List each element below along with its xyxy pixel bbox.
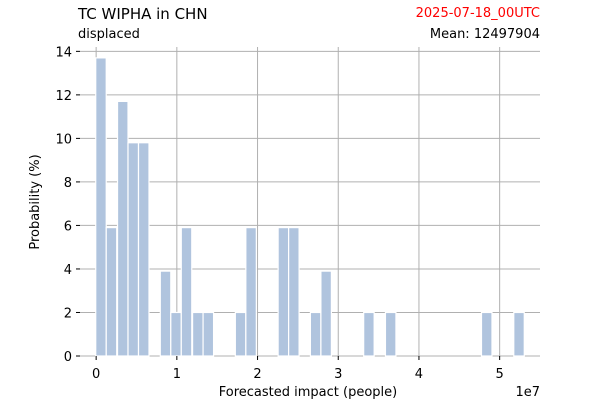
x-tick-label: 4 (415, 367, 423, 382)
forecast-date: 2025-07-18_00UTC (415, 6, 540, 21)
y-axis-label: Probability (%) (28, 154, 43, 249)
histogram-bar (309, 311, 322, 357)
y-tick-label: 10 (55, 132, 72, 147)
chart-subtitle: displaced (78, 27, 140, 42)
histogram-bar (116, 100, 129, 357)
histogram-bar (320, 270, 332, 357)
y-tick-label: 2 (64, 306, 72, 321)
x-tick-label: 5 (496, 367, 504, 382)
histogram-bar (513, 311, 525, 357)
histogram-bar (105, 227, 118, 357)
histogram-bar (137, 142, 150, 357)
mean-value: Mean: 12497904 (429, 27, 540, 42)
histogram-bar (159, 270, 172, 357)
grid-lines (80, 47, 540, 357)
histogram-bar (180, 227, 193, 357)
x-axis-offset-label: 1e7 (515, 385, 540, 400)
x-tick-label: 2 (253, 367, 261, 382)
y-tick-label: 0 (64, 350, 72, 365)
histogram-bar (127, 142, 140, 357)
histogram-bar (191, 311, 204, 357)
x-tick-label: 0 (92, 367, 100, 382)
x-tick-label: 1 (173, 367, 181, 382)
histogram-bar (202, 311, 215, 357)
histogram-bar (363, 311, 375, 357)
histogram-bar (234, 311, 247, 357)
histogram-bar (95, 57, 107, 357)
x-tick-label: 3 (334, 367, 342, 382)
y-tick-label: 8 (64, 176, 72, 191)
y-tick-label: 12 (55, 89, 72, 104)
histogram-bar (384, 311, 397, 357)
y-tick-label: 14 (55, 45, 72, 60)
histogram-bar (277, 227, 290, 357)
histogram-bar (170, 311, 182, 357)
x-axis-label: Forecasted impact (people) (219, 385, 397, 400)
bar-series (95, 57, 525, 357)
y-tick-label: 4 (64, 263, 72, 278)
chart-title: TC WIPHA in CHN (78, 5, 208, 23)
y-tick-label: 6 (64, 219, 72, 234)
histogram-bar (480, 311, 493, 357)
histogram-bar (288, 227, 300, 357)
histogram-bar (245, 227, 257, 357)
